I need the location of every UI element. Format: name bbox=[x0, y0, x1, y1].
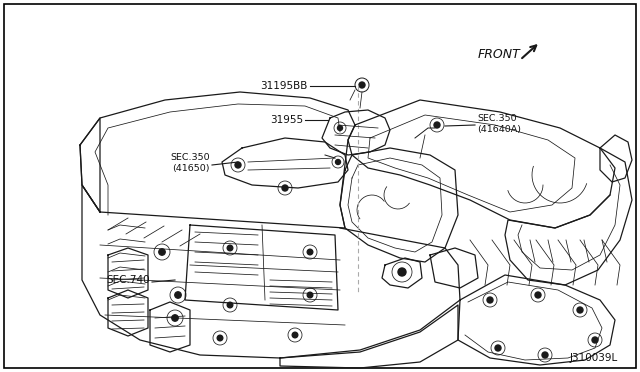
Circle shape bbox=[359, 82, 365, 88]
Circle shape bbox=[227, 245, 233, 251]
Circle shape bbox=[495, 345, 501, 351]
Circle shape bbox=[217, 335, 223, 341]
Circle shape bbox=[292, 332, 298, 338]
Circle shape bbox=[307, 292, 313, 298]
Circle shape bbox=[592, 337, 598, 343]
Circle shape bbox=[398, 268, 406, 276]
Circle shape bbox=[577, 307, 583, 313]
Text: FRONT: FRONT bbox=[478, 48, 521, 61]
Text: SEC.350
(41640A): SEC.350 (41640A) bbox=[477, 114, 521, 134]
Circle shape bbox=[307, 249, 313, 255]
Circle shape bbox=[542, 352, 548, 358]
Circle shape bbox=[172, 315, 178, 321]
Circle shape bbox=[487, 297, 493, 303]
Circle shape bbox=[159, 249, 165, 255]
Text: J310039L: J310039L bbox=[570, 353, 618, 363]
Circle shape bbox=[335, 160, 340, 164]
Circle shape bbox=[282, 185, 288, 191]
Text: SEC.350
(41650): SEC.350 (41650) bbox=[170, 153, 210, 173]
Text: 31955: 31955 bbox=[270, 115, 303, 125]
Circle shape bbox=[337, 125, 342, 131]
Circle shape bbox=[227, 302, 233, 308]
Circle shape bbox=[434, 122, 440, 128]
Text: 31195BB: 31195BB bbox=[260, 81, 308, 91]
Text: SEC.740: SEC.740 bbox=[106, 275, 150, 285]
Circle shape bbox=[535, 292, 541, 298]
Circle shape bbox=[175, 292, 181, 298]
Circle shape bbox=[235, 162, 241, 168]
